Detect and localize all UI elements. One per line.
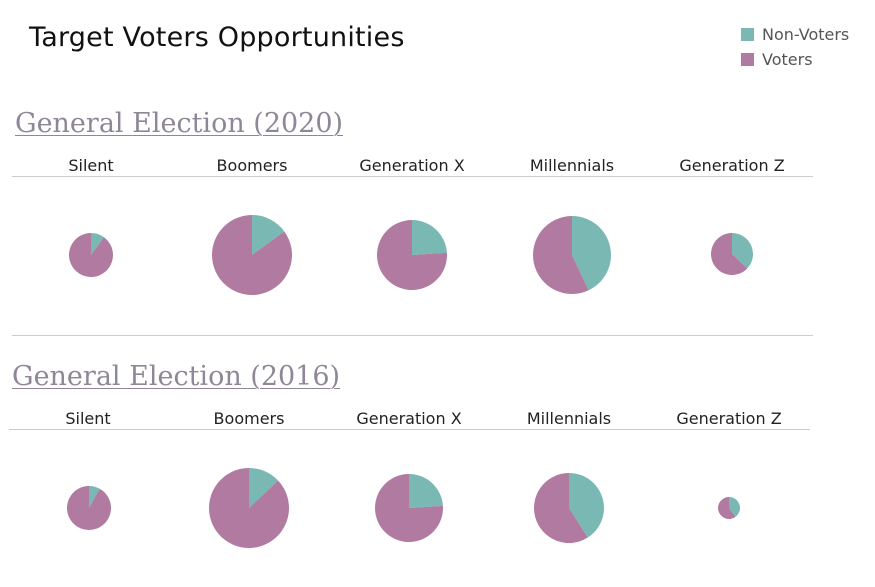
pie-slice-2020-generation-x-non-voters[interactable] — [412, 220, 447, 255]
gen-label-2016-boomers: Boomers — [213, 409, 285, 428]
pie-slice-2020-millennials-voters[interactable] — [533, 216, 589, 294]
pie-slice-2016-silent-voters[interactable] — [67, 486, 112, 531]
pie-slice-2016-generation-x-voters[interactable] — [374, 474, 443, 542]
pie-slice-2020-generation-x-voters[interactable] — [376, 219, 447, 290]
gen-label-2016-generation-z: Generation Z — [676, 409, 782, 428]
pie-slice-2016-generation-z-non-voters[interactable] — [729, 497, 741, 517]
section-title-2016[interactable]: General Election (2016) — [12, 361, 341, 392]
section-divider — [12, 335, 813, 336]
header-divider-2020 — [12, 176, 813, 177]
legend-item-voters[interactable]: Voters — [741, 47, 849, 72]
gen-label-2016-generation-x: Generation X — [356, 409, 462, 428]
dashboard-title: Target Voters Opportunities — [29, 22, 405, 53]
gen-label-2020-millennials: Millennials — [529, 156, 615, 175]
gen-label-2020-boomers: Boomers — [216, 156, 288, 175]
legend: Non-Voters Voters — [741, 22, 849, 72]
pie-slice-2020-generation-z-voters[interactable] — [711, 233, 748, 276]
pie-slice-2020-millennials-non-voters[interactable] — [572, 216, 612, 291]
gen-label-2020-generation-x: Generation X — [359, 156, 465, 175]
legend-label-voters: Voters — [762, 50, 813, 69]
gen-label-2020-generation-z: Generation Z — [679, 156, 785, 175]
section-title-2020[interactable]: General Election (2020) — [15, 108, 344, 139]
gen-label-2020-silent: Silent — [68, 156, 114, 175]
legend-swatch-non-voters — [741, 28, 754, 41]
pie-slice-2016-generation-z-voters[interactable] — [718, 497, 736, 519]
pie-slice-2016-millennials-non-voters[interactable] — [569, 473, 604, 538]
pie-slice-2016-generation-x-non-voters[interactable] — [409, 474, 443, 508]
pie-slice-2016-silent-non-voters[interactable] — [89, 486, 100, 508]
pie-slice-2016-boomers-voters[interactable] — [208, 468, 289, 548]
gen-label-2016-millennials: Millennials — [526, 409, 612, 428]
legend-swatch-voters — [741, 53, 754, 66]
header-divider-2016 — [9, 429, 810, 430]
pie-slice-2020-silent-non-voters[interactable] — [91, 233, 104, 255]
pie-slice-2020-generation-z-non-voters[interactable] — [732, 233, 754, 269]
pie-slice-2016-boomers-non-voters[interactable] — [249, 468, 279, 508]
pie-slice-2016-millennials-voters[interactable] — [533, 472, 588, 543]
legend-item-non-voters[interactable]: Non-Voters — [741, 22, 849, 47]
pie-slice-2020-boomers-non-voters[interactable] — [252, 215, 285, 255]
pie-slice-2020-silent-voters[interactable] — [69, 233, 114, 277]
pie-slice-2020-boomers-voters[interactable] — [211, 215, 292, 295]
gen-label-2016-silent: Silent — [65, 409, 111, 428]
legend-label-non-voters: Non-Voters — [762, 25, 850, 44]
